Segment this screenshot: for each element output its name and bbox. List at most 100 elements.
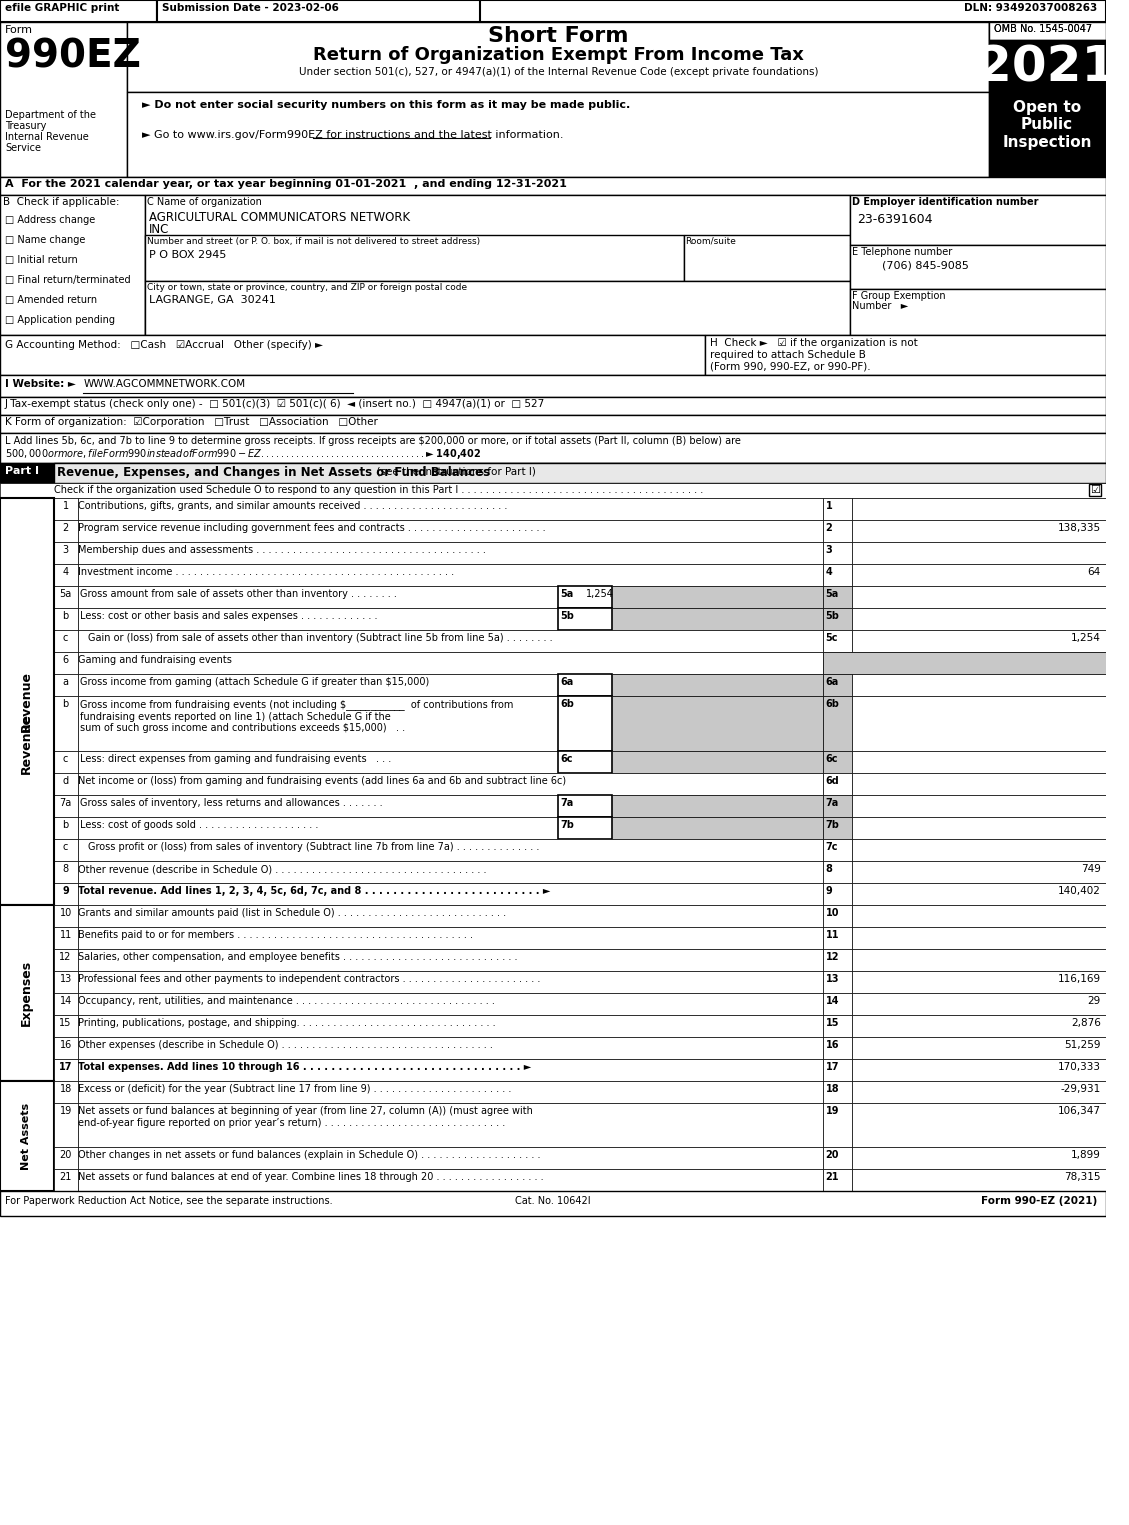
Bar [823,541,852,564]
Bar [852,927,1105,949]
Text: b: b [62,820,69,830]
Bar [78,653,823,674]
Bar [823,1037,852,1058]
Text: c: c [63,842,69,852]
Text: Less: direct expenses from gaming and fundraising events   . . .: Less: direct expenses from gaming and fu… [80,753,397,764]
Bar [78,541,823,564]
Bar [54,862,78,883]
Bar [823,499,852,520]
Text: Cat. No. 10642I: Cat. No. 10642I [515,1196,590,1206]
Text: 17: 17 [59,1061,72,1072]
Bar [78,1147,823,1170]
Bar [54,1103,78,1147]
Bar [612,795,823,817]
Bar [78,1058,823,1081]
Text: 17: 17 [825,1061,839,1072]
Text: 6d: 6d [825,776,840,785]
Bar [78,971,823,993]
Text: 6: 6 [62,656,69,665]
Bar [852,993,1105,1016]
Bar [684,235,850,281]
Text: Treasury: Treasury [5,120,46,131]
Text: 18: 18 [60,1084,72,1093]
Text: Excess or (deficit) for the year (Subtract line 17 from line 9) . . . . . . . . : Excess or (deficit) for the year (Subtra… [78,1084,511,1093]
Text: Salaries, other compensation, and employee benefits . . . . . . . . . . . . . . : Salaries, other compensation, and employ… [78,952,518,962]
Bar [145,235,684,281]
Bar [78,862,823,883]
Text: 7a: 7a [60,798,72,808]
Bar [78,499,823,520]
Text: Net assets or fund balances at beginning of year (from line 27, column (A)) (mus: Net assets or fund balances at beginning… [78,1106,533,1127]
Text: Internal Revenue: Internal Revenue [5,133,89,142]
Text: Form 990-EZ (2021): Form 990-EZ (2021) [981,1196,1097,1206]
Text: G Accounting Method:   □Cash   ☑Accrual   Other (specify) ►: G Accounting Method: □Cash ☑Accrual Othe… [5,340,323,351]
Bar [559,608,612,630]
Text: 6b: 6b [560,698,575,709]
Bar [989,21,1105,72]
Bar [78,695,559,750]
Bar [54,993,78,1016]
Bar [852,862,1105,883]
Text: Department of the: Department of the [5,110,96,120]
Text: Contributions, gifts, grants, and similar amounts received . . . . . . . . . . .: Contributions, gifts, grants, and simila… [78,502,508,511]
Bar [54,949,78,971]
Text: D Employer identification number: D Employer identification number [852,197,1039,207]
Text: 2: 2 [825,523,832,534]
Text: Gross income from fundraising events (not including $____________  of contributi: Gross income from fundraising events (no… [80,698,514,734]
Bar [54,1081,78,1103]
Text: Room/suite: Room/suite [685,236,736,246]
Text: 170,333: 170,333 [1058,1061,1101,1072]
Text: 2,876: 2,876 [1071,1019,1101,1028]
Bar [823,1170,852,1191]
Bar [54,817,78,839]
Text: Return of Organization Exempt From Income Tax: Return of Organization Exempt From Incom… [313,46,804,64]
Text: Revenue: Revenue [20,671,33,732]
Bar [852,949,1105,971]
Text: Open to
Public
Inspection: Open to Public Inspection [1003,101,1092,149]
Text: 10: 10 [60,907,72,918]
Text: WWW.AGCOMMNETWORK.COM: WWW.AGCOMMNETWORK.COM [84,380,245,389]
Bar [145,195,850,336]
Text: Under section 501(c), 527, or 4947(a)(1) of the Internal Revenue Code (except pr: Under section 501(c), 527, or 4947(a)(1)… [298,67,819,76]
Text: 16: 16 [60,1040,72,1051]
Text: Total expenses. Add lines 10 through 16 . . . . . . . . . . . . . . . . . . . . : Total expenses. Add lines 10 through 16 … [78,1061,532,1072]
Text: 140,402: 140,402 [1058,886,1101,897]
Text: 12: 12 [60,952,72,962]
Bar [0,396,1105,415]
Bar [78,773,823,795]
Text: 10: 10 [825,907,839,918]
Bar [852,1058,1105,1081]
Text: 8: 8 [825,865,832,874]
Text: Investment income . . . . . . . . . . . . . . . . . . . . . . . . . . . . . . . : Investment income . . . . . . . . . . . … [78,567,455,576]
Text: 7a: 7a [825,798,839,808]
Text: Net assets or fund balances at end of year. Combine lines 18 through 20 . . . . : Net assets or fund balances at end of ye… [78,1173,544,1182]
Text: 19: 19 [60,1106,72,1116]
Bar [612,695,823,750]
Bar [852,1037,1105,1058]
Bar [54,1147,78,1170]
Bar [823,520,852,541]
Text: □ Application pending: □ Application pending [5,316,115,325]
Text: □ Initial return: □ Initial return [5,255,78,265]
Text: 5c: 5c [825,633,838,644]
Text: 9: 9 [825,886,832,897]
Bar [54,499,78,520]
Bar [559,674,612,695]
Bar [852,904,1105,927]
Text: Gross profit or (loss) from sales of inventory (Subtract line 7b from line 7a) .: Gross profit or (loss) from sales of inv… [88,842,540,852]
Text: 5a: 5a [825,589,839,599]
Bar [0,433,1105,464]
Text: 9: 9 [62,886,69,897]
Bar [823,586,852,608]
Text: B  Check if applicable:: B Check if applicable: [3,197,120,207]
Bar [823,695,852,750]
Text: □ Address change: □ Address change [5,215,95,226]
Bar [54,520,78,541]
Text: ☑: ☑ [1091,485,1100,496]
Bar [54,608,78,630]
Bar [850,246,1105,290]
Text: c: c [63,633,69,644]
Bar [823,608,852,630]
Text: 7c: 7c [825,842,838,852]
Bar [706,336,1105,375]
